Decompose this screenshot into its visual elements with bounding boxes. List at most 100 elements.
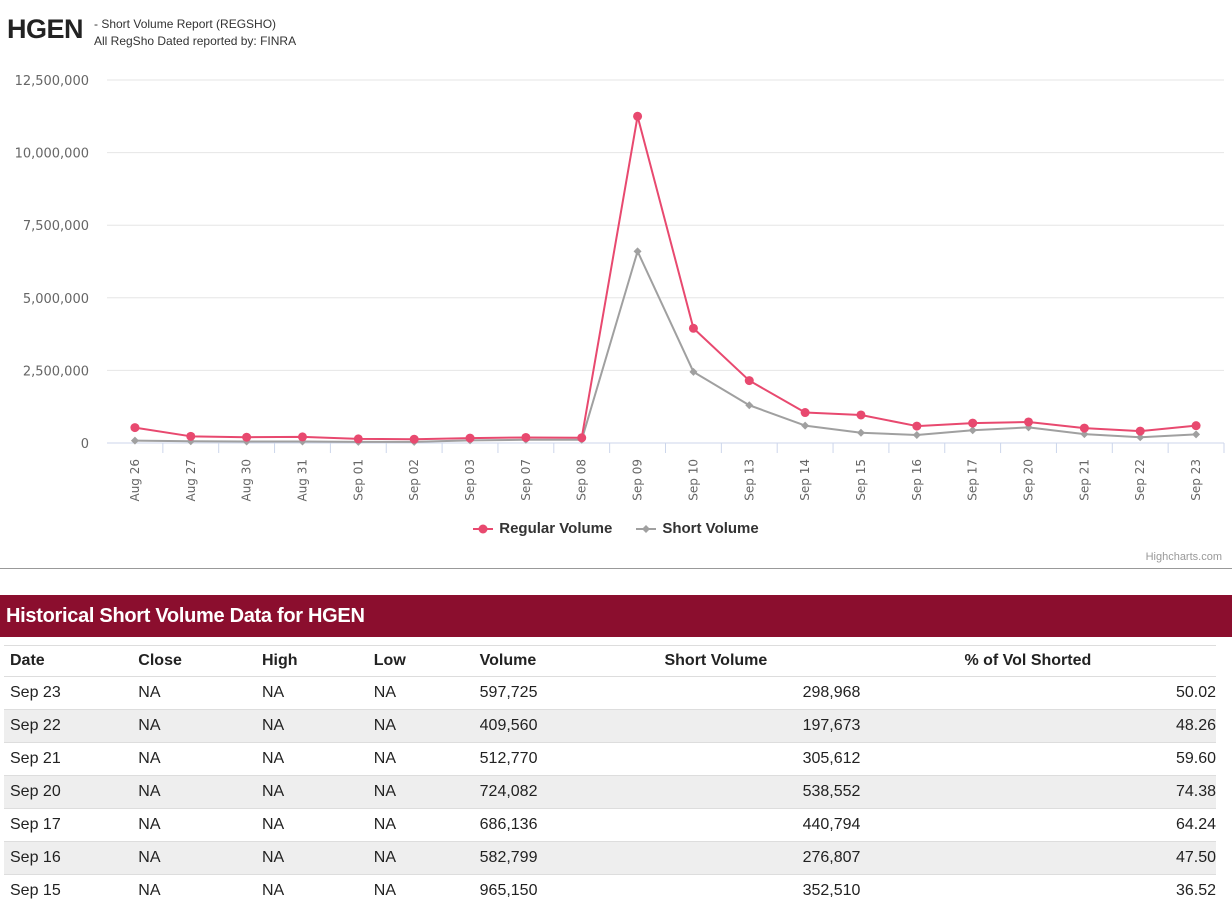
cell-short-volume: 276,807 [612, 842, 860, 875]
cell-volume: 965,150 [480, 875, 613, 907]
regular-volume-point[interactable] [1136, 427, 1145, 436]
col-header-pct-shorted[interactable]: % of Vol Shorted [860, 646, 1216, 677]
cell-short-volume: 538,552 [612, 776, 860, 809]
regular-volume-legend-symbol [473, 524, 493, 534]
col-header-date[interactable]: Date [4, 646, 138, 677]
x-tick-label: Sep 16 [910, 459, 924, 501]
y-tick-label: 12,500,000 [15, 74, 89, 89]
cell-high: NA [262, 875, 374, 907]
short-volume-point[interactable] [857, 429, 865, 437]
y-tick-label: 7,500,000 [23, 219, 89, 234]
cell-volume: 597,725 [480, 677, 613, 710]
short-volume-legend-symbol [636, 524, 656, 534]
cell-short-volume: 197,673 [612, 710, 860, 743]
short-volume-point[interactable] [1192, 430, 1200, 438]
regular-volume-point[interactable] [1024, 417, 1033, 426]
cell-pct-shorted: 48.26 [860, 710, 1216, 743]
cell-date: Sep 22 [4, 710, 138, 743]
short-volume-table: Date Close High Low Volume Short Volume … [4, 645, 1216, 907]
short-volume-point[interactable] [801, 422, 809, 430]
regular-volume-point[interactable] [1080, 424, 1089, 433]
regular-volume-point[interactable] [521, 433, 530, 442]
table-header-row: Date Close High Low Volume Short Volume … [4, 646, 1216, 677]
legend-label-regular-volume: Regular Volume [499, 520, 612, 537]
cell-high: NA [262, 677, 374, 710]
cell-high: NA [262, 710, 374, 743]
subtitle-line-1: - Short Volume Report (REGSHO) [94, 16, 296, 33]
regular-volume-point[interactable] [354, 434, 363, 443]
cell-pct-shorted: 64.24 [860, 809, 1216, 842]
cell-close: NA [138, 809, 262, 842]
regular-volume-point[interactable] [633, 112, 642, 121]
regular-volume-point[interactable] [968, 419, 977, 428]
regular-volume-point[interactable] [912, 422, 921, 431]
regular-volume-series-line [135, 116, 1196, 439]
x-tick-label: Sep 08 [575, 459, 589, 501]
x-tick-label: Sep 23 [1189, 459, 1203, 501]
x-tick-label: Sep 03 [463, 459, 477, 501]
cell-close: NA [138, 842, 262, 875]
cell-low: NA [374, 677, 480, 710]
cell-pct-shorted: 47.50 [860, 842, 1216, 875]
cell-close: NA [138, 677, 262, 710]
x-tick-label: Sep 22 [1133, 459, 1147, 501]
cell-low: NA [374, 710, 480, 743]
regular-volume-point[interactable] [186, 432, 195, 441]
legend-label-short-volume: Short Volume [662, 520, 758, 537]
x-tick-label: Sep 15 [854, 459, 868, 501]
ticker-symbol: HGEN [7, 14, 83, 45]
col-header-close[interactable]: Close [138, 646, 262, 677]
regular-volume-point[interactable] [1192, 421, 1201, 430]
col-header-high[interactable]: High [262, 646, 374, 677]
cell-close: NA [138, 743, 262, 776]
regular-volume-point[interactable] [689, 324, 698, 333]
regular-volume-point[interactable] [745, 376, 754, 385]
short-volume-point[interactable] [913, 431, 921, 439]
x-tick-label: Aug 31 [295, 459, 309, 502]
cell-low: NA [374, 743, 480, 776]
col-header-short-volume[interactable]: Short Volume [612, 646, 860, 677]
cell-short-volume: 440,794 [612, 809, 860, 842]
x-tick-label: Aug 30 [240, 459, 254, 502]
x-tick-label: Sep 21 [1077, 459, 1091, 501]
regular-volume-point[interactable] [466, 434, 475, 443]
legend-item-regular-volume[interactable]: Regular Volume [473, 520, 612, 537]
regular-volume-point[interactable] [801, 408, 810, 417]
regular-volume-point[interactable] [856, 410, 865, 419]
subtitle-line-2: All RegSho Dated reported by: FINRA [94, 33, 296, 50]
cell-close: NA [138, 875, 262, 907]
regular-volume-point[interactable] [130, 423, 139, 432]
y-tick-label: 0 [81, 437, 89, 452]
cell-date: Sep 17 [4, 809, 138, 842]
col-header-volume[interactable]: Volume [480, 646, 613, 677]
cell-high: NA [262, 743, 374, 776]
highcharts-credits-link[interactable]: Highcharts.com [1146, 551, 1222, 563]
regular-volume-point[interactable] [410, 435, 419, 444]
cell-date: Sep 23 [4, 677, 138, 710]
report-subtitle: - Short Volume Report (REGSHO) All RegSh… [94, 16, 296, 50]
short-volume-table-container: Date Close High Low Volume Short Volume … [4, 645, 1216, 907]
col-header-low[interactable]: Low [374, 646, 480, 677]
cell-date: Sep 21 [4, 743, 138, 776]
regular-volume-point[interactable] [242, 433, 251, 442]
cell-pct-shorted: 59.60 [860, 743, 1216, 776]
x-tick-label: Sep 17 [966, 459, 980, 501]
regular-volume-point[interactable] [577, 433, 586, 442]
x-tick-label: Sep 10 [686, 459, 700, 501]
cell-pct-shorted: 74.38 [860, 776, 1216, 809]
cell-low: NA [374, 776, 480, 809]
legend-item-short-volume[interactable]: Short Volume [636, 520, 758, 537]
short-volume-point[interactable] [634, 247, 642, 255]
regular-volume-point[interactable] [298, 432, 307, 441]
cell-short-volume: 305,612 [612, 743, 860, 776]
cell-volume: 512,770 [480, 743, 613, 776]
cell-date: Sep 15 [4, 875, 138, 907]
section-title: Historical Short Volume Data for HGEN [0, 595, 1232, 637]
